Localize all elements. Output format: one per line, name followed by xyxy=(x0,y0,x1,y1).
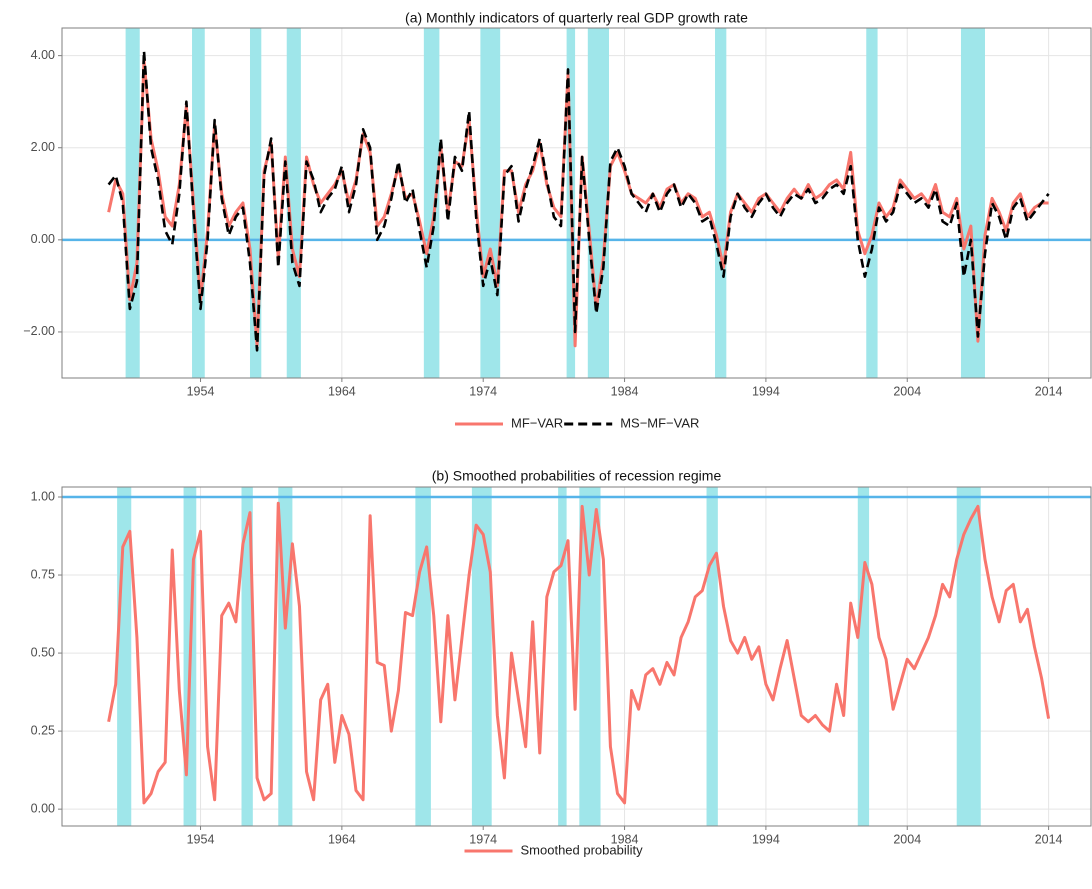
recession-band xyxy=(249,28,262,378)
y-tick-label: 0.25 xyxy=(31,723,55,737)
series-line xyxy=(107,49,1050,352)
x-tick-label: 1984 xyxy=(611,384,639,398)
x-tick-label: 2014 xyxy=(1035,384,1063,398)
recession-band xyxy=(956,487,981,826)
legend-label: MF−VAR xyxy=(511,415,563,430)
recession-band xyxy=(415,487,431,826)
recession-band xyxy=(960,28,985,378)
recession-band xyxy=(587,28,610,378)
x-tick-label: 2004 xyxy=(893,832,921,846)
y-tick-label: 0.00 xyxy=(31,232,55,246)
recession-band xyxy=(480,28,501,378)
series-line xyxy=(107,501,1051,805)
x-tick-label: 2014 xyxy=(1035,832,1063,846)
y-tick-label: 4.00 xyxy=(31,48,55,62)
y-tick-label: 0.50 xyxy=(31,645,55,659)
x-tick-label: 1954 xyxy=(187,384,215,398)
recession-band xyxy=(579,487,601,826)
x-tick-label: 1964 xyxy=(328,384,356,398)
x-tick-label: 1974 xyxy=(469,384,497,398)
x-tick-label: 1954 xyxy=(187,832,215,846)
legend-label: MS−MF−VAR xyxy=(620,415,699,430)
recession-band xyxy=(715,28,727,378)
recession-band xyxy=(857,487,870,826)
legend-label: Smoothed probability xyxy=(521,842,644,857)
y-tick-label: 1.00 xyxy=(31,489,55,503)
recession-band xyxy=(866,28,878,378)
chart-title: (b) Smoothed probabilities of recession … xyxy=(432,468,722,484)
x-tick-label: 1994 xyxy=(752,832,780,846)
recession-band xyxy=(471,487,492,826)
chart-title: (a) Monthly indicators of quarterly real… xyxy=(405,10,748,26)
panel-border xyxy=(61,27,1092,379)
x-tick-label: 1994 xyxy=(752,384,780,398)
panel-border xyxy=(61,486,1092,827)
recession-band xyxy=(241,487,253,826)
x-tick-label: 1984 xyxy=(611,832,639,846)
y-tick-label: 2.00 xyxy=(31,140,55,154)
y-tick-label: 0.00 xyxy=(31,801,55,815)
x-tick-label: 1964 xyxy=(328,832,356,846)
x-tick-label: 2004 xyxy=(893,384,921,398)
y-tick-label: 0.75 xyxy=(31,567,55,581)
y-tick-label: −2.00 xyxy=(23,324,55,338)
recession-band xyxy=(286,28,301,378)
recession-band xyxy=(558,487,567,826)
recession-band xyxy=(706,487,718,826)
x-tick-label: 1974 xyxy=(469,832,497,846)
recession-band xyxy=(423,28,440,378)
